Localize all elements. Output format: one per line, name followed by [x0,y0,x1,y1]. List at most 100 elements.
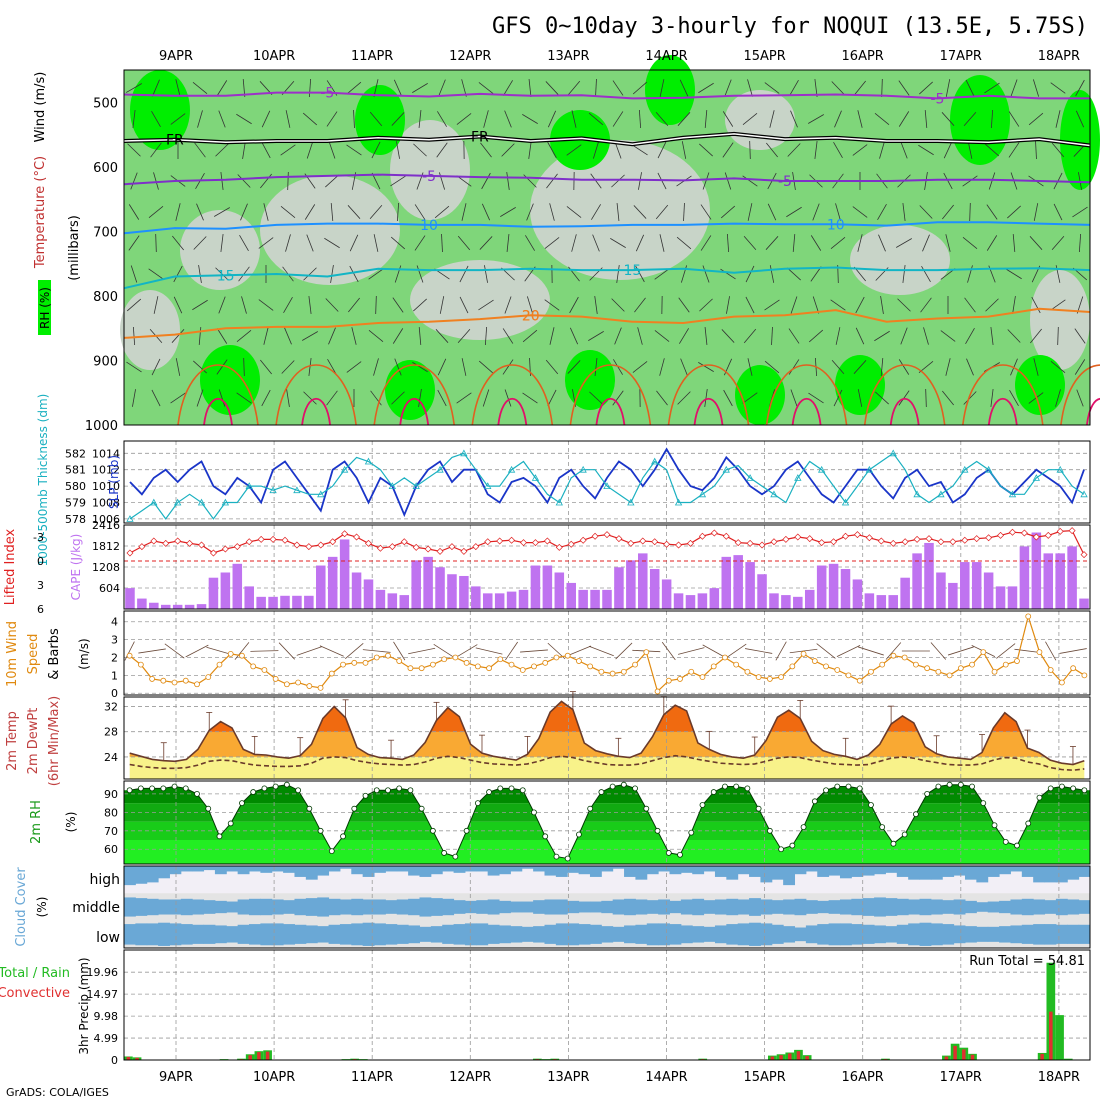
wind-speed-marker [195,682,200,687]
cloud-low-bar [510,926,522,942]
cloud-high-bar [601,866,613,871]
pressure-tick: 800 [93,290,118,305]
cloud-low-bar [488,925,500,944]
cape-bar [531,566,541,609]
contour-label: 10 [420,218,438,234]
cloud-middle-bar [158,899,170,914]
rh-marker [262,786,267,791]
cloud-low-bar [283,924,295,945]
cape-bar [483,593,493,609]
wind-axis-title-1: 10m Wind [5,621,20,687]
rh-marker [442,850,447,855]
wind-speed-marker [464,660,469,665]
cloud-middle-bar [124,897,136,916]
cloud-low-bar [579,924,591,945]
cloud-high-bar [942,866,954,877]
precip-tick: 9.98 [94,1010,119,1023]
cloud-low-bar [363,923,375,946]
cape-bar [710,588,720,609]
cloud-high-label: high [89,872,120,888]
cloud-middle-bar [431,898,443,916]
cloud-low-bar [169,923,181,945]
rh-marker [1003,839,1008,844]
precip-convective-bar [962,1049,965,1060]
cape-bar [364,579,374,609]
rh-marker [745,786,750,791]
cloud-low-bar [374,923,386,945]
wind-tick: 0 [111,687,118,700]
cloud-low-bar [658,923,670,945]
wind-speed-marker [610,671,615,676]
precip-axis-title: 3hr Precip (mm) [77,957,91,1054]
rh-label: RH (%) [38,287,52,329]
wind-speed-marker [520,667,525,672]
cloud-low-bar [704,927,716,942]
wind-speed-marker [857,678,862,683]
rh-marker [1071,786,1076,791]
rh-marker [475,801,480,806]
cloud-middle-bar [238,899,250,914]
cloud-high-bar [351,866,363,874]
rh-marker [689,830,694,835]
wind-speed-marker [408,666,413,671]
cloud-middle-bar [204,900,216,914]
cloud-middle-bar [556,899,568,914]
cloud-low-bar [476,923,488,945]
wind-speed-marker [273,676,278,681]
cape-bar [1043,553,1053,609]
rh-marker [947,782,952,787]
cape-bar [1055,553,1065,609]
cape-bar [447,574,457,609]
cloud-middle-bar [590,902,602,913]
date-label-top: 14APR [645,49,687,64]
cloud-middle-bar [442,899,454,915]
pressure-tick: 900 [93,354,118,369]
rh-marker [970,784,975,789]
cloud-low-bar [817,924,829,945]
rh-marker [565,856,570,861]
rh-marker [430,828,435,833]
cape-bar [149,603,159,609]
li-tick: 6 [37,603,44,616]
cloud-high-bar [658,866,670,871]
rh-marker [644,806,649,811]
cloud-low-bar [601,926,613,942]
wind-speed-marker [565,653,570,658]
cloud-middle-bar [885,898,897,916]
wind-speed-marker [183,678,188,683]
cloud-middle-bar [1045,900,1057,914]
cape-bar [781,595,791,609]
cape-bar [614,567,624,609]
rh-dry-area [850,225,950,295]
cloud-middle-bar [147,899,159,915]
cloud-high-bar [806,866,818,871]
cloud-middle-bar [544,899,556,914]
rh-marker [812,799,817,804]
wind-speed-marker [992,669,997,674]
cape-bar [984,572,994,609]
cape-bar [209,578,219,609]
cloud-middle-bar [374,899,386,914]
rh-marker [1048,786,1053,791]
cloud-high-bar [226,866,238,871]
cloud-high-bar [897,866,909,877]
pressure-tick: 700 [93,225,118,240]
cape-bar [340,539,350,609]
cloud-high-bar [556,866,568,877]
cloud-low-bar [590,925,602,944]
wind-speed-marker [801,651,806,656]
cloud-low-bar [556,923,568,945]
cloud-low-bar [647,923,659,945]
rh-marker [576,832,581,837]
date-label-top: 16APR [842,49,884,64]
date-label-top: 12APR [449,49,491,64]
cape-bar [555,572,565,609]
date-label-top: 18APR [1038,49,1080,64]
wind-speed-marker [341,662,346,667]
rh-marker [767,828,772,833]
cloud-low-bar [294,925,306,944]
cape-axis-title: CAPE (J/kg) [69,534,83,601]
cloud-high-bar [624,866,636,877]
pressure-axis-title: (millibars) [67,215,82,281]
